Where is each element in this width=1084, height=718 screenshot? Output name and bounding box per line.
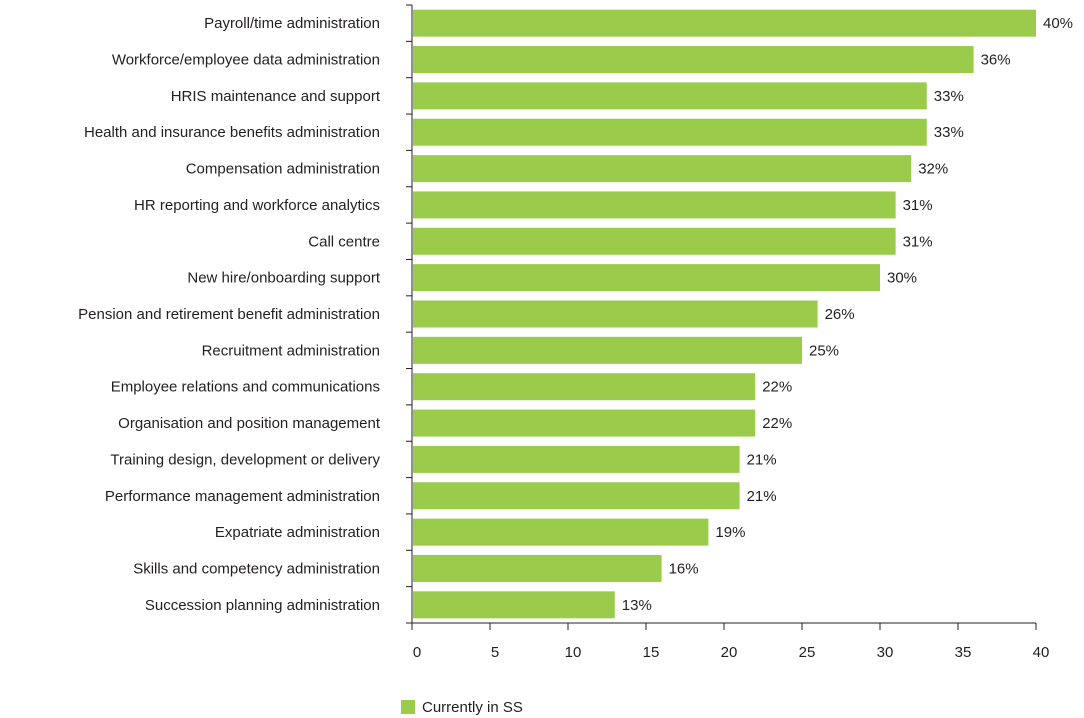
data-labels-group: 40% 36% 33% 33% 32% 31% 31% 30% 26% 25% 22% 22% 21% 2…	[622, 15, 1073, 614]
category-label: Succession planning administration	[145, 597, 380, 614]
category-label: Compensation administration	[186, 161, 380, 178]
x-tick-label: 10	[565, 644, 582, 661]
bar	[413, 118, 927, 146]
category-label: Organisation and position management	[118, 415, 381, 432]
x-tick-label: 40	[1033, 644, 1050, 661]
data-label: 16%	[669, 560, 699, 577]
bar	[413, 554, 662, 582]
category-label: Performance management administration	[105, 488, 380, 505]
x-tick-label: 5	[491, 644, 499, 661]
category-label: HRIS maintenance and support	[171, 88, 381, 105]
bar	[413, 264, 880, 292]
legend-label: Currently in SS	[422, 698, 523, 716]
bar	[413, 300, 818, 328]
category-label: Pension and retirement benefit administr…	[78, 306, 380, 323]
x-tick-label: 20	[721, 644, 738, 661]
category-label: Skills and competency administration	[133, 560, 380, 577]
data-label: 25%	[809, 342, 839, 359]
data-label: 36%	[981, 52, 1011, 69]
category-label: Call centre	[308, 233, 380, 250]
data-label: 31%	[903, 233, 933, 250]
bar	[413, 482, 740, 510]
data-label: 26%	[825, 306, 855, 323]
data-label: 33%	[934, 124, 964, 141]
data-label: 19%	[715, 524, 745, 541]
bar	[413, 82, 927, 110]
x-tick-label: 25	[799, 644, 816, 661]
x-ticks-group: 0 5 10 15 20 25 30 35 40	[411, 623, 1050, 661]
bar	[413, 591, 615, 619]
x-tick-label: 15	[643, 644, 660, 661]
x-tick-label: 35	[955, 644, 972, 661]
category-label: Recruitment administration	[202, 342, 380, 359]
category-label: Employee relations and communications	[111, 379, 380, 396]
bar	[413, 227, 896, 255]
legend-swatch	[401, 700, 415, 714]
bar	[413, 336, 802, 364]
x-tick-label: 0	[413, 644, 421, 661]
category-label: Workforce/employee data administration	[112, 52, 380, 69]
bar	[413, 155, 912, 183]
category-label: New hire/onboarding support	[187, 270, 380, 287]
bar	[413, 191, 896, 219]
bar	[413, 445, 740, 473]
bar	[413, 409, 756, 437]
data-label: 13%	[622, 597, 652, 614]
category-labels-group: Payroll/time administration Workforce/emp…	[78, 15, 381, 614]
category-label: Training design, development or delivery	[110, 451, 380, 468]
data-label: 33%	[934, 88, 964, 105]
category-label: Expatriate administration	[215, 524, 380, 541]
bar	[413, 46, 974, 74]
category-label: Health and insurance benefits administra…	[84, 124, 380, 141]
bar-chart: 40% 36% 33% 33% 32% 31% 31% 30% 26% 25% 22% 22% 21% 2…	[78, 4, 1073, 661]
data-label: 30%	[887, 270, 917, 287]
data-label: 22%	[762, 379, 792, 396]
data-label: 31%	[903, 197, 933, 214]
data-label: 32%	[918, 161, 948, 178]
bars-group	[413, 9, 1036, 619]
bar	[413, 518, 709, 546]
category-label: Payroll/time administration	[204, 15, 380, 32]
category-label: HR reporting and workforce analytics	[134, 197, 380, 214]
data-label: 21%	[747, 488, 777, 505]
bar	[413, 373, 756, 401]
data-label: 40%	[1043, 15, 1073, 32]
data-label: 21%	[747, 451, 777, 468]
data-label: 22%	[762, 415, 792, 432]
bar	[413, 9, 1036, 37]
x-tick-label: 30	[877, 644, 894, 661]
legend: Currently in SS	[401, 698, 523, 716]
